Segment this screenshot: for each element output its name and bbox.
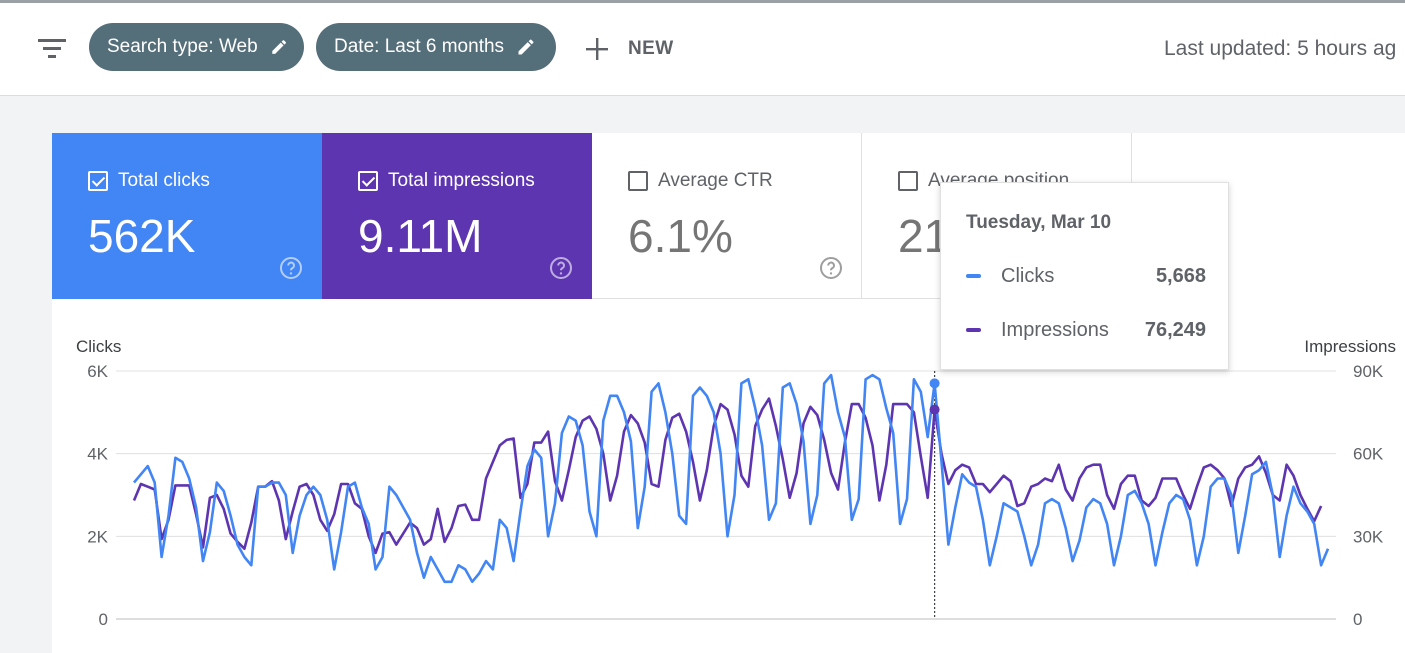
tooltip-impressions-label: Impressions xyxy=(1001,318,1109,341)
impressions-hover-point xyxy=(929,404,940,415)
clicks-series-line xyxy=(133,373,1330,584)
search-type-chip[interactable]: Search type: Web xyxy=(89,23,304,71)
total-clicks-value: 562K xyxy=(88,210,196,262)
right-axis-ticks: 0 30K 60K 90K xyxy=(1353,362,1384,629)
right-tick-label: 90K xyxy=(1353,362,1384,381)
top-toolbar: Search type: Web Date: Last 6 months NEW… xyxy=(0,0,1405,96)
tooltip-clicks-label: Clicks xyxy=(1001,264,1055,287)
new-filter-label: NEW xyxy=(628,38,674,59)
plus-icon xyxy=(586,38,608,60)
impressions-swatch xyxy=(966,328,981,332)
left-tick-label: 0 xyxy=(99,610,108,629)
tooltip-row-impressions: Impressions 76,249 xyxy=(966,318,1206,342)
average-ctr-card[interactable]: Average CTR 6.1% xyxy=(592,133,862,299)
tooltip-date: Tuesday, Mar 10 xyxy=(966,212,1112,233)
right-tick-label: 60K xyxy=(1353,445,1384,464)
average-ctr-checkbox[interactable] xyxy=(628,171,648,191)
total-clicks-checkbox[interactable] xyxy=(88,171,108,191)
total-impressions-label: Total impressions xyxy=(388,170,535,191)
help-icon[interactable] xyxy=(819,256,843,285)
search-type-chip-label: Search type: Web xyxy=(107,36,258,57)
left-tick-label: 2K xyxy=(87,527,108,546)
tooltip-row-clicks: Clicks 5,668 xyxy=(966,264,1206,288)
help-icon[interactable] xyxy=(549,256,573,285)
total-clicks-card[interactable]: Total clicks 562K xyxy=(52,133,322,299)
average-ctr-value: 6.1% xyxy=(628,210,733,262)
left-tick-label: 6K xyxy=(87,362,108,381)
right-axis-title: Impressions xyxy=(1304,337,1396,356)
average-ctr-label: Average CTR xyxy=(658,170,773,191)
chart-grid xyxy=(116,370,1336,620)
tooltip-impressions-value: 76,249 xyxy=(1144,318,1206,341)
date-range-chip[interactable]: Date: Last 6 months xyxy=(316,23,556,71)
left-tick-label: 4K xyxy=(87,445,108,464)
left-axis-title: Clicks xyxy=(76,337,121,356)
impressions-series-line xyxy=(132,397,1323,555)
clicks-hover-point xyxy=(929,378,940,389)
performance-chart[interactable]: Clicks Impressions 0 2K 4K 6K 0 30K 60K 90K xyxy=(0,0,1405,634)
tooltip-clicks-value: 5,668 xyxy=(1155,264,1206,287)
help-icon[interactable] xyxy=(279,256,303,285)
pencil-icon xyxy=(271,40,286,54)
total-impressions-card[interactable]: Total impressions 9.11M xyxy=(322,133,592,299)
total-clicks-label: Total clicks xyxy=(118,170,210,191)
right-tick-label: 30K xyxy=(1353,527,1384,546)
total-impressions-value: 9.11M xyxy=(358,210,483,262)
pencil-icon xyxy=(518,39,534,55)
left-axis-ticks: 0 2K 4K 6K xyxy=(87,362,108,629)
chart-tooltip: Tuesday, Mar 10 Clicks 5,668 Impressions… xyxy=(940,182,1229,370)
total-impressions-checkbox[interactable] xyxy=(358,171,378,191)
average-position-checkbox[interactable] xyxy=(898,171,918,191)
new-filter-button[interactable]: NEW xyxy=(584,29,674,69)
clicks-swatch xyxy=(966,274,981,278)
date-range-chip-label: Date: Last 6 months xyxy=(334,36,505,57)
last-updated-text: Last updated: 5 hours ag xyxy=(1164,37,1397,60)
right-tick-label: 0 xyxy=(1353,610,1362,629)
filter-list-icon[interactable] xyxy=(36,35,70,63)
